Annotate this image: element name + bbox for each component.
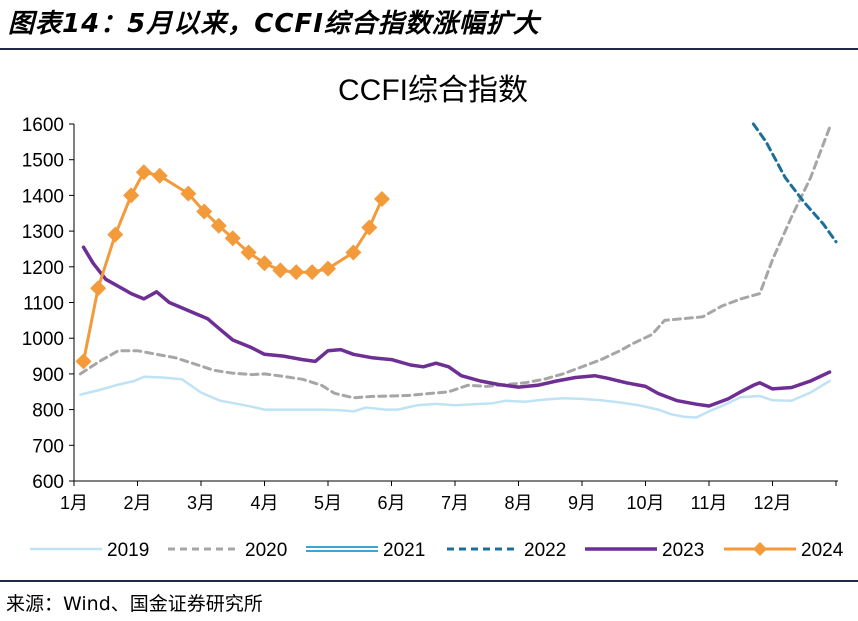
data-point-2024 [151,167,168,184]
data-point-2024 [135,164,152,181]
series-line-2022 [751,122,838,244]
legend-marker [753,542,767,556]
plot-area: 600 700 800 900 1000 1100 1200 1300 1400 1500 1600… [22,115,838,513]
y-tick-label: 1200 [22,258,64,279]
series-line-2023 [81,245,832,408]
x-tick-label: 3月 [187,493,215,513]
x-tick-label: 12月 [753,493,791,513]
legend-label: 2020 [245,540,287,561]
title-rule [0,48,858,50]
x-tick-label: 6月 [377,493,405,513]
legend-label: 2021 [383,540,425,561]
x-tick-label: 2月 [123,493,151,513]
legend-item-2020: 2020 [168,540,287,561]
data-point-2024 [123,187,140,204]
series-line-2019 [79,375,831,419]
data-point-2024 [272,262,289,279]
y-tick-label: 1500 [22,151,64,172]
y-tick-label: 1400 [22,186,64,207]
legend-label: 2023 [662,540,704,561]
x-tick-label: 5月 [314,493,342,513]
chart-title: CCFI综合指数 [338,74,528,107]
source-rule [0,580,858,582]
x-tick-label: 11月 [691,493,728,513]
legend-item-2019: 2019 [30,540,149,561]
data-point-2024 [210,217,227,234]
legend-item-2024: 2024 [724,540,844,561]
series-line-2020 [78,126,832,400]
data-point-2024 [196,203,213,220]
data-point-2024 [288,264,305,281]
y-tick-label: 1100 [23,294,64,315]
y-tick-label: 1000 [22,329,64,350]
legend-item-2022: 2022 [447,540,566,561]
data-point-2024 [361,219,378,236]
x-tick-label: 9月 [568,493,596,513]
data-point-2024 [224,230,241,247]
data-point-2024 [75,353,92,370]
y-tick-label: 800 [32,401,64,422]
x-tick-label: 1月 [60,493,88,513]
legend-item-2023: 2023 [585,540,704,561]
data-point-2024 [304,264,321,281]
y-tick-label: 900 [32,365,64,386]
y-tick-label: 700 [32,436,64,457]
data-point-2024 [107,226,124,243]
legend: 2019 2020 2021 2022 2023 2024 [30,540,844,561]
y-tick-label: 1300 [22,222,64,243]
series-line-2024 [82,170,384,363]
data-point-2024 [345,244,362,261]
x-tick-label: 10月 [626,493,664,513]
legend-label: 2022 [524,540,566,561]
x-tick-label: 4月 [250,493,278,513]
series-lines [75,122,838,419]
data-point-2024 [373,190,390,207]
y-tick-label: 1600 [22,115,64,136]
data-point-2024 [320,260,336,277]
x-tick-label: 7月 [441,493,469,513]
legend-label: 2019 [107,540,149,561]
data-point-2024 [240,244,257,261]
chart: CCFI综合指数 600 700 800 900 1000 1100 1200 1300 140… [22,74,844,561]
legend-label: 2024 [801,540,844,561]
y-tick-label: 600 [32,472,64,493]
source-note: 来源：Wind、国金证券研究所 [6,593,263,615]
data-point-2024 [90,280,107,297]
legend-item-2021: 2021 [306,540,425,561]
figure-title: 图表14：5月以来，CCFI综合指数涨幅扩大 [8,9,540,39]
x-tick-label: 8月 [504,493,532,513]
data-point-2024 [180,185,197,202]
